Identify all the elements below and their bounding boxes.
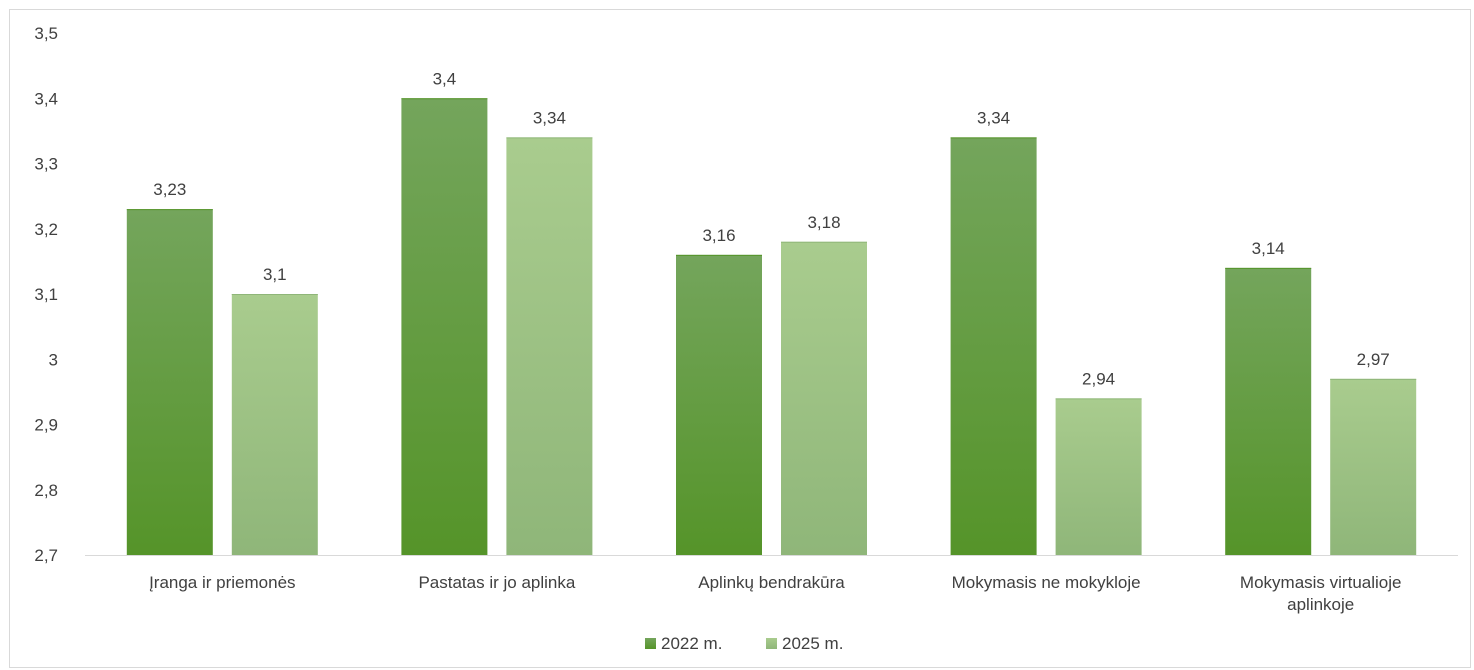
bar-series-1 [950, 137, 1037, 555]
legend-swatch [766, 638, 777, 649]
legend: 2022 m. 2025 m. [645, 634, 843, 653]
y-tick-label: 3,5 [34, 24, 58, 43]
x-axis: Įranga ir priemonės Pastatas ir jo aplink… [85, 555, 1458, 614]
y-tick-label: 3,2 [34, 220, 58, 239]
data-label: 3,16 [702, 226, 735, 245]
bar-series-1 [676, 254, 762, 555]
bars-group [126, 98, 1417, 556]
bar-series-1 [126, 209, 213, 556]
data-label: 3,1 [263, 265, 287, 284]
data-label: 3,18 [807, 213, 840, 232]
y-tick-label: 2,9 [34, 416, 58, 435]
x-category-label: aplinkoje [1287, 595, 1354, 614]
data-label: 3,4 [433, 69, 457, 88]
x-category-label: Pastatas ir jo aplinka [418, 573, 575, 592]
y-tick-label: 2,7 [34, 546, 58, 565]
x-category-label: Mokymasis virtualioje [1240, 573, 1402, 592]
x-category-label: Mokymasis ne mokykloje [952, 573, 1141, 592]
data-label: 3,23 [153, 180, 186, 199]
bar-series-2 [781, 241, 867, 556]
legend-label: 2025 m. [782, 634, 843, 653]
bar-series-1 [1225, 267, 1312, 555]
data-label: 3,14 [1252, 239, 1285, 258]
y-tick-label: 2,8 [34, 481, 58, 500]
y-axis: 2,7 2,8 2,9 3 3,1 3,2 3,3 3,4 3,5 [34, 24, 58, 565]
data-label: 2,94 [1082, 369, 1115, 388]
bar-series-2 [506, 137, 593, 555]
data-label: 3,34 [977, 108, 1010, 127]
bar-series-2 [1055, 398, 1142, 555]
x-category-label: Įranga ir priemonės [149, 573, 295, 592]
y-tick-label: 3,3 [34, 155, 58, 174]
data-labels-group: 3,23 3,1 3,4 3,34 3,16 3,18 3,34 2,94 3,14 2,97 [153, 69, 1389, 388]
bar-series-2 [1330, 378, 1417, 555]
y-tick-label: 3 [49, 350, 58, 369]
bar-series-1 [401, 98, 488, 555]
data-label: 2,97 [1357, 350, 1390, 369]
bar-series-2 [231, 294, 318, 555]
x-category-label: Aplinkų bendrakūra [698, 573, 845, 592]
legend-label: 2022 m. [661, 634, 722, 653]
y-tick-label: 3,4 [34, 89, 58, 108]
legend-swatch [645, 638, 656, 649]
data-label: 3,34 [533, 108, 566, 127]
y-tick-label: 3,1 [34, 285, 58, 304]
